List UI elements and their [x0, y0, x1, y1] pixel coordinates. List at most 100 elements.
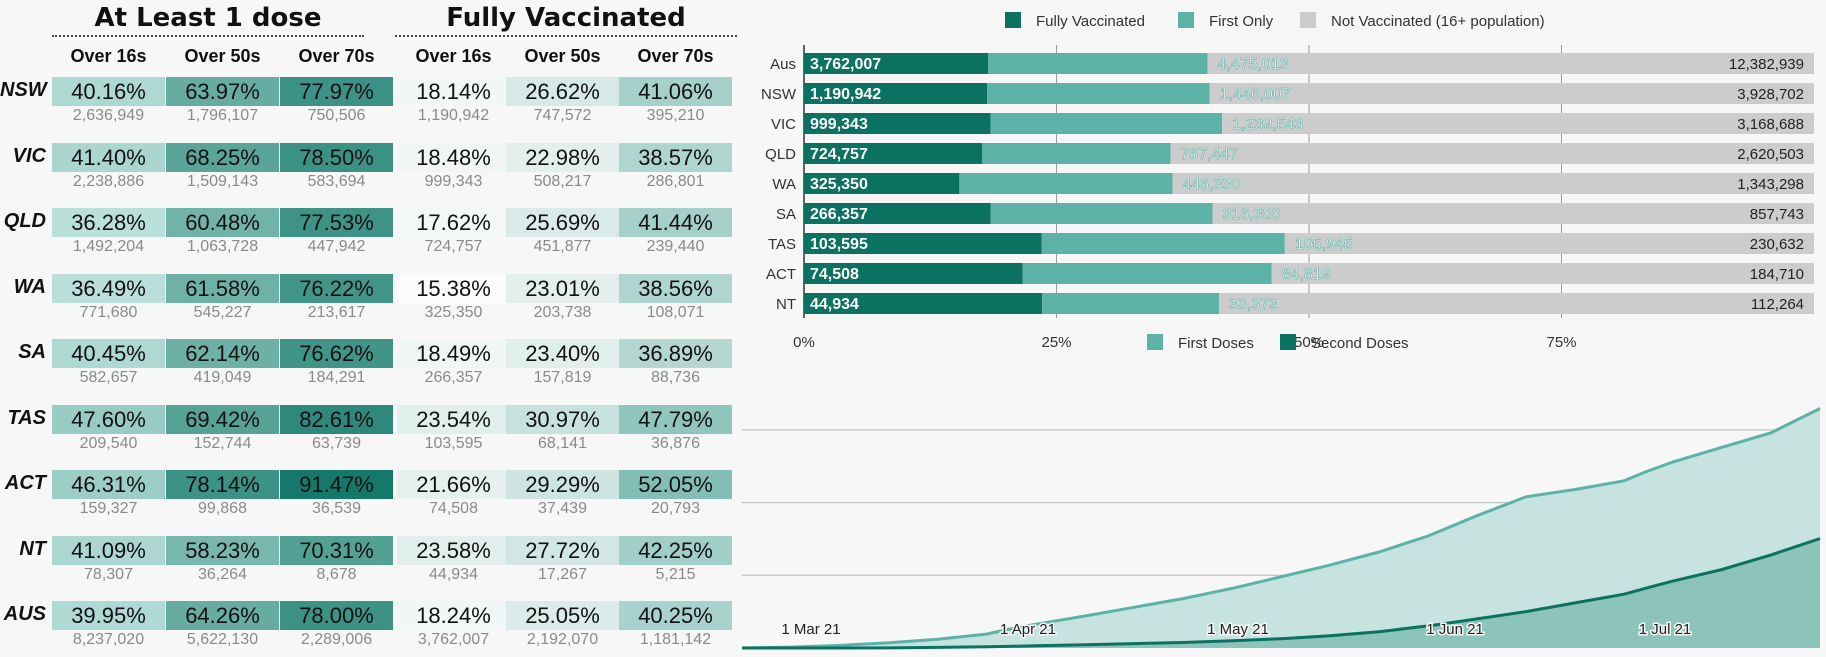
count-value: 447,942: [307, 238, 366, 255]
percent-value: 36.28%: [52, 208, 165, 237]
column-header: Over 70s: [637, 46, 714, 66]
bar-label-not-vaccinated: 3,168,688: [1737, 116, 1804, 133]
state-label: VIC: [12, 144, 46, 167]
count-value: 1,492,204: [72, 238, 145, 255]
count-value: 37,439: [538, 500, 587, 517]
y-tick-label: TAS: [768, 236, 796, 253]
table-cell: 52.05% 20,793: [619, 470, 732, 518]
bar-label-fully: 999,343: [810, 116, 868, 133]
bar-label-not-vaccinated: 112,264: [1751, 296, 1804, 313]
bar-label-first-only: 316,300: [1223, 206, 1281, 223]
table-cell: 22.98% 508,217: [506, 142, 619, 191]
bar-segment: [804, 113, 991, 134]
legend-label: Fully Vaccinated: [1036, 13, 1145, 30]
bar-label-fully: 74,508: [810, 266, 859, 283]
area-second-doses: [742, 538, 1820, 648]
count-value: 395,210: [646, 107, 705, 124]
bar-label-first-only: 33,373: [1229, 296, 1278, 313]
bar-segment: [1172, 173, 1814, 194]
count-value: 1,181,142: [639, 631, 712, 648]
table-cell: 23.58% 44,934: [397, 535, 510, 584]
percent-value: 47.60%: [52, 404, 165, 434]
table-cell: 41.09% 78,307: [52, 535, 165, 584]
table-cell: 77.53% 447,942: [280, 208, 393, 256]
count-value: 36,264: [198, 565, 247, 583]
count-value: 5,215: [655, 565, 696, 583]
count-value: 2,289,006: [300, 631, 373, 648]
column-header: Over 50s: [184, 46, 261, 66]
bar-segment: [990, 113, 1223, 134]
percent-value: 25.69%: [506, 208, 619, 237]
table-cell: 62.14% 419,049: [166, 339, 279, 387]
group-title-fully-vaccinated: Fully Vaccinated: [395, 2, 737, 37]
y-tick-label: SA: [776, 206, 796, 223]
x-tick-label: 1 Jun 21: [1426, 621, 1484, 638]
count-value: 203,738: [533, 303, 592, 321]
table-cell: 61.58% 545,227: [166, 273, 279, 322]
count-value: 159,327: [79, 500, 138, 517]
line-first-doses: [741, 407, 1821, 650]
percent-value: 41.40%: [52, 142, 165, 172]
bar-label-first-only: 1,239,543: [1232, 116, 1303, 133]
percent-value: 69.42%: [166, 404, 279, 434]
area-first-doses: [742, 408, 1820, 648]
table-cell: 40.25% 1,181,142: [619, 601, 732, 649]
percent-value: 18.24%: [397, 601, 510, 630]
legend-label: First Only: [1209, 13, 1274, 30]
count-value: 771,680: [79, 303, 138, 321]
x-tick-label: 1 Jul 21: [1639, 621, 1692, 638]
state-label: SA: [18, 341, 46, 363]
percent-value: 29.29%: [506, 470, 619, 499]
count-value: 508,217: [533, 172, 592, 190]
column-header: Over 50s: [524, 46, 601, 66]
table-cell: 23.01% 203,738: [506, 273, 619, 322]
table-cell: 18.49% 266,357: [397, 339, 510, 387]
y-tick-label: QLD: [765, 146, 796, 163]
y-tick-label: Aus: [770, 56, 796, 73]
table-cell: 18.24% 3,762,007: [397, 601, 510, 649]
bar-segment: [1271, 263, 1814, 284]
table-cell: 23.54% 103,595: [397, 404, 510, 453]
count-value: 1,796,107: [186, 107, 259, 124]
state-label: QLD: [3, 210, 46, 232]
table-cell: 41.06% 395,210: [619, 77, 732, 125]
state-label: WA: [13, 275, 46, 298]
count-value: 750,506: [307, 107, 366, 124]
count-value: 2,636,949: [72, 107, 145, 124]
y-tick-label: WA: [772, 176, 796, 193]
bar-segment: [804, 203, 991, 224]
bar-label-first-only: 1,446,007: [1220, 86, 1291, 103]
bar-segment: [1209, 83, 1814, 104]
bar-segment: [959, 173, 1173, 194]
percent-value: 76.22%: [280, 273, 393, 303]
bar-label-not-vaccinated: 1,343,298: [1737, 176, 1804, 193]
table-cell: 21.66% 74,508: [397, 470, 510, 518]
bar-label-first-only: 105,945: [1295, 236, 1353, 253]
count-value: 157,819: [533, 369, 592, 386]
bar-label-first-only: 767,447: [1180, 146, 1238, 163]
table-cell: 30.97% 68,141: [506, 404, 619, 453]
bar-segment: [1170, 143, 1814, 164]
count-value: 239,440: [646, 238, 705, 255]
table-cell: 36.28% 1,492,204: [52, 208, 165, 256]
percent-value: 78.50%: [280, 142, 393, 172]
count-value: 68,141: [538, 434, 587, 452]
x-tick-label: 1 Apr 21: [1000, 621, 1056, 638]
y-tick-label: ACT: [766, 266, 796, 283]
table-cell: 46.31% 159,327: [52, 470, 165, 518]
percent-value: 77.53%: [280, 208, 393, 237]
bar-label-fully: 1,190,942: [810, 86, 881, 103]
count-value: 78,307: [84, 565, 133, 583]
percent-value: 18.48%: [397, 142, 510, 172]
legend-label: First Doses: [1178, 335, 1254, 352]
bar-label-not-vaccinated: 230,632: [1750, 236, 1804, 253]
table-cell: 91.47% 36,539: [280, 470, 393, 518]
bar-segment: [1212, 203, 1814, 224]
table-cell: 25.69% 451,877: [506, 208, 619, 256]
x-tick-label: 0%: [793, 334, 815, 351]
percent-value: 21.66%: [397, 470, 510, 499]
percent-value: 41.06%: [619, 77, 732, 106]
table-cell: 38.56% 108,071: [619, 273, 732, 322]
bar-label-first-only: 446,330: [1183, 176, 1241, 193]
count-value: 1,190,942: [417, 107, 490, 124]
